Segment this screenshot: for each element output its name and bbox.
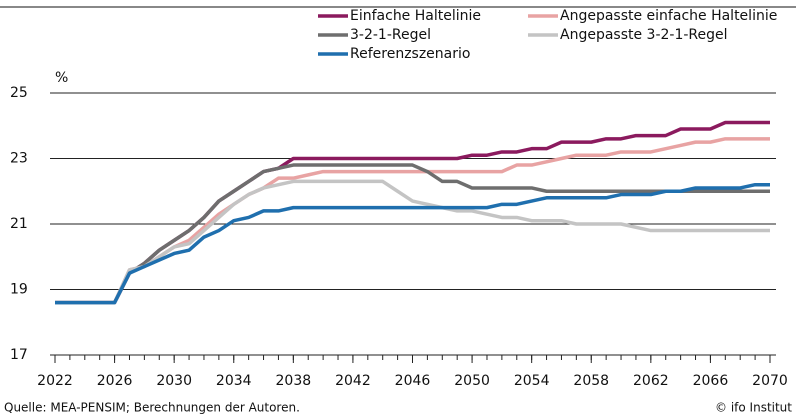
y-tick-label: 23 (10, 151, 28, 167)
y-unit: % (55, 70, 68, 86)
series-line (55, 163, 770, 305)
x-tick-label: 2030 (156, 373, 192, 389)
source: Quelle: MEA-PENSIM; Berechnungen der Aut… (4, 401, 300, 415)
x-tick-label: 2050 (454, 373, 490, 389)
x-tick-label: 2066 (693, 373, 729, 389)
legend-label: 3-2-1-Regel (350, 27, 431, 43)
x-tick-label: 2022 (37, 373, 73, 389)
legend-label: Angepasste 3-2-1-Regel (560, 27, 728, 43)
y-tick-label: 25 (10, 85, 28, 101)
x-tick-label: 2070 (752, 373, 788, 389)
legend-label: Referenzszenario (350, 46, 470, 62)
legend-label: Angepasste einfache Haltelinie (560, 8, 777, 24)
x-tick-label: 2062 (633, 373, 669, 389)
x-tick-label: 2054 (514, 373, 550, 389)
x-tick-label: 2046 (395, 373, 431, 389)
series-line (55, 182, 770, 305)
series-line (55, 179, 770, 305)
x-tick-label: 2038 (276, 373, 312, 389)
legend-label: Einfache Haltelinie (350, 8, 481, 24)
copyright: © ifo Institut (715, 401, 792, 415)
y-tick-label: 19 (10, 282, 28, 298)
y-tick-label: 21 (10, 216, 28, 232)
x-tick-label: 2058 (573, 373, 609, 389)
y-tick-label: 17 (10, 347, 28, 363)
x-tick-label: 2034 (216, 373, 252, 389)
x-tick-label: 2042 (335, 373, 371, 389)
x-tick-label: 2026 (97, 373, 133, 389)
